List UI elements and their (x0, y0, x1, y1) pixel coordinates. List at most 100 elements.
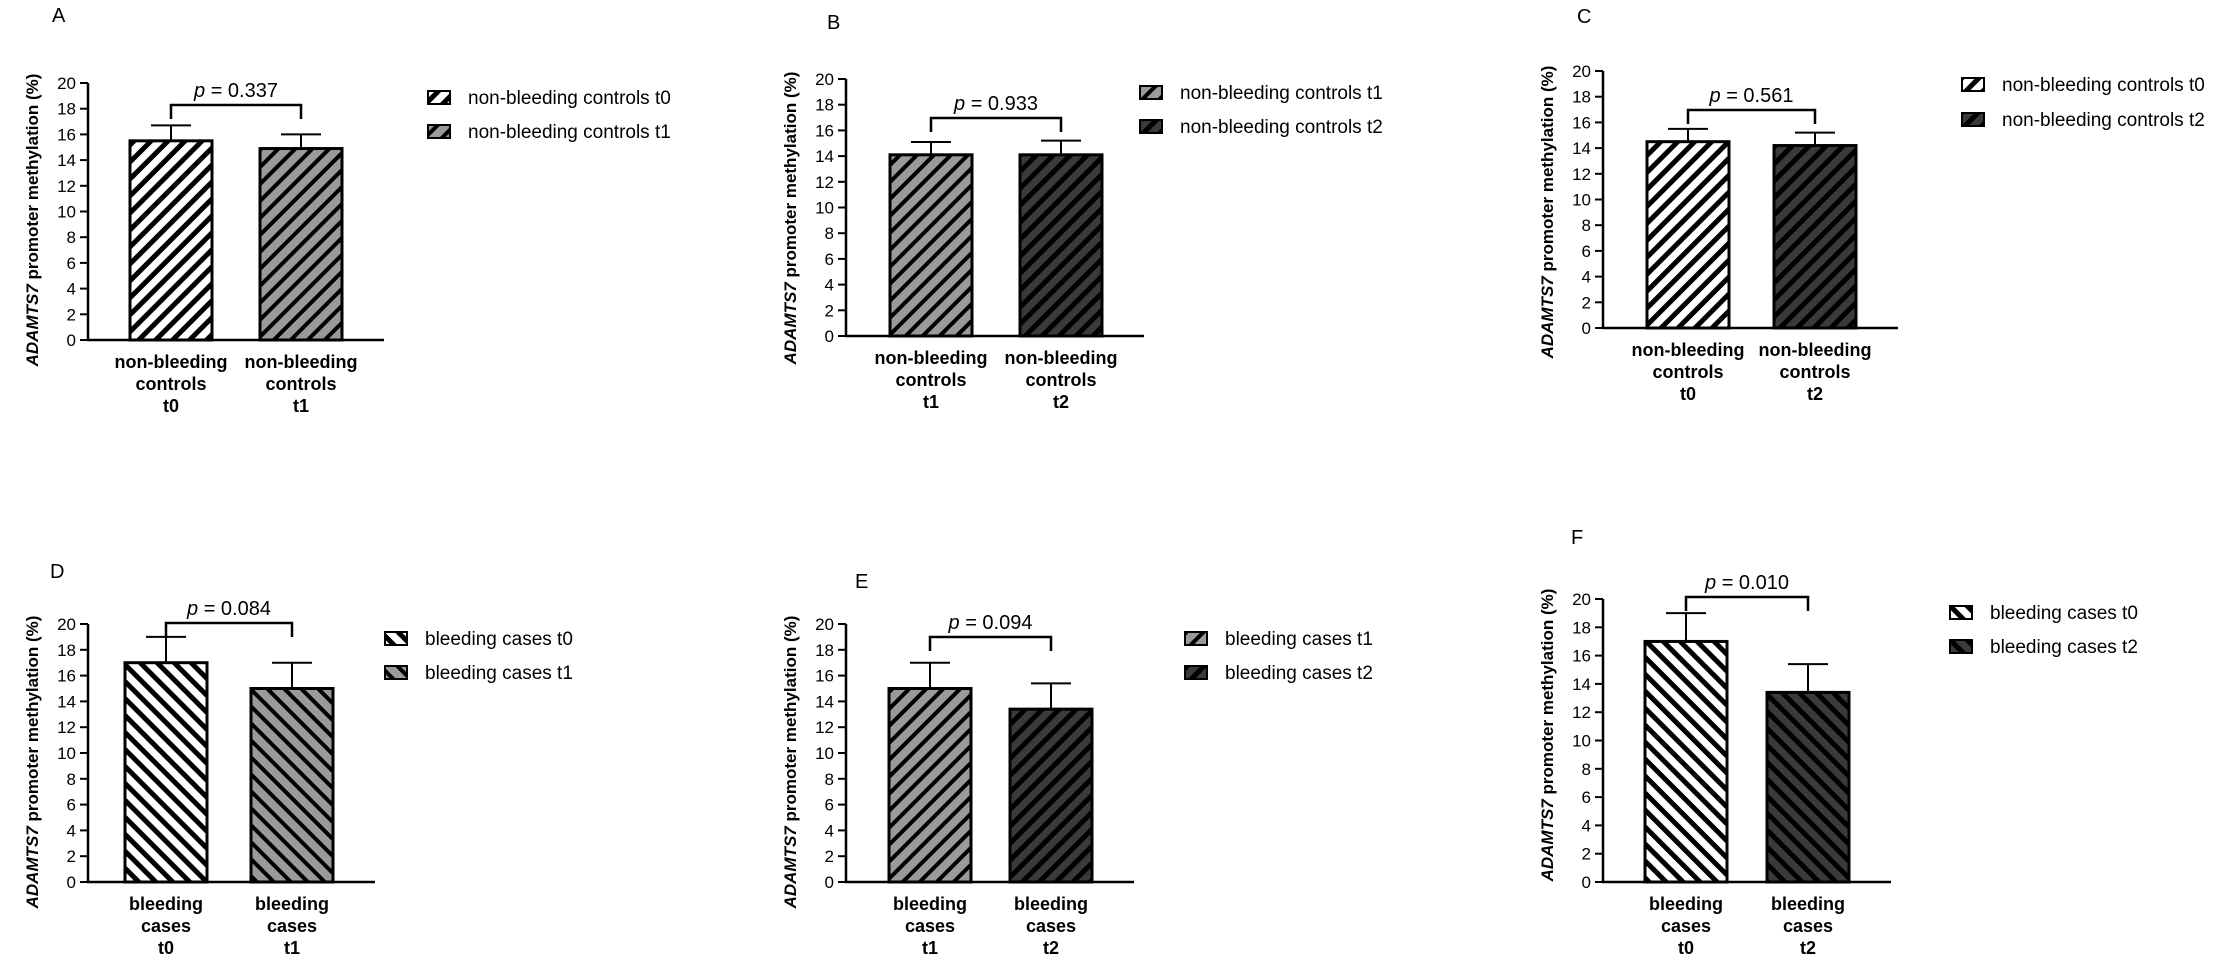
legend-swatch (384, 665, 408, 680)
y-tick-label: 20 (57, 615, 76, 634)
y-tick-label: 4 (825, 276, 834, 295)
panel-c: C 0 2 4 6 8 10 12 14 16 18 20 ADAMTS7 promoter methy… (1538, 6, 2205, 404)
p-value-label: p = 0.561 (1709, 85, 1794, 107)
category-label: non-bleeding controls t1 (245, 352, 358, 416)
y-tick-label: 2 (1582, 845, 1591, 864)
y-tick-label: 8 (825, 770, 834, 789)
significance-bracket (928, 635, 1053, 651)
y-tick-label: 16 (815, 121, 834, 140)
legend-swatch (384, 631, 408, 646)
bar-1 (887, 687, 973, 884)
y-tick-label: 14 (57, 151, 76, 170)
y-tick-label: 6 (67, 254, 76, 273)
y-tick-label: 0 (1582, 873, 1591, 892)
legend-swatch (1184, 665, 1208, 680)
y-tick-label: 0 (67, 873, 76, 892)
y-tick-label: 0 (67, 331, 76, 350)
panel-letter: E (855, 571, 868, 593)
legend-swatch (1949, 605, 1973, 620)
legend-swatch (1961, 112, 1985, 127)
y-axis-gene: ADAMTS7 (23, 825, 42, 910)
y-tick-label: 6 (825, 250, 834, 269)
y-tick-label: 8 (825, 224, 834, 243)
category-label: non-bleeding controls t0 (1632, 340, 1745, 404)
y-tick-label: 14 (1572, 675, 1591, 694)
y-tick-label: 10 (1572, 191, 1591, 210)
y-tick-label: 4 (67, 280, 76, 299)
y-tick-label: 10 (815, 744, 834, 763)
y-axis-title: ADAMTS7 promoter methylation (%) (23, 74, 42, 368)
y-axis-gene: ADAMTS7 (781, 281, 800, 366)
panel-letter: C (1577, 6, 1591, 28)
y-tick-label: 10 (815, 199, 834, 218)
significance-bracket (164, 621, 294, 637)
significance-bracket (169, 103, 303, 119)
y-tick-label: 10 (1572, 732, 1591, 751)
bar-1 (128, 139, 214, 342)
y-tick-label: 14 (815, 692, 834, 711)
y-axis-gene: ADAMTS7 (1538, 275, 1557, 360)
y-tick-label: 4 (825, 821, 834, 840)
y-tick-label: 20 (815, 70, 834, 89)
p-value-label: p = 0.084 (186, 598, 271, 620)
legend-swatch (1949, 639, 1973, 654)
category-label: bleeding cases t2 (1771, 894, 1845, 958)
y-tick-label: 18 (1572, 618, 1591, 637)
y-axis-unit: promoter methylation (%) (781, 72, 800, 283)
y-axis-unit: promoter methylation (%) (23, 74, 42, 285)
y-axis-title: ADAMTS7 promoter methylation (%) (781, 616, 800, 910)
y-tick-label: 0 (1582, 319, 1591, 338)
y-axis-unit: promoter methylation (%) (1538, 66, 1557, 277)
panel-b: B 0 2 4 6 8 10 12 14 16 18 20 ADAMTS7 promoter methy… (781, 12, 1383, 412)
legend-label: bleeding cases t0 (1990, 603, 2138, 624)
category-label: non-bleeding controls t2 (1759, 340, 1872, 404)
y-axis-gene: ADAMTS7 (781, 825, 800, 910)
legend-label: non-bleeding controls t1 (1180, 83, 1383, 104)
y-tick-label: 2 (1582, 293, 1591, 312)
p-value-label: p = 0.010 (1704, 572, 1789, 594)
y-tick-label: 2 (67, 305, 76, 324)
legend-label: non-bleeding controls t0 (2002, 75, 2205, 96)
bar-2 (258, 147, 344, 342)
panel-d: D 0 2 4 6 8 10 12 14 16 18 20 ADAMTS7 promoter methy… (23, 561, 573, 958)
bar-1 (1645, 140, 1731, 330)
legend-label: non-bleeding controls t2 (2002, 110, 2205, 131)
y-tick-label: 16 (1572, 647, 1591, 666)
y-tick-label: 10 (57, 203, 76, 222)
y-tick-label: 20 (815, 615, 834, 634)
y-tick-label: 20 (1572, 590, 1591, 609)
y-tick-label: 12 (57, 718, 76, 737)
legend-label: non-bleeding controls t1 (468, 122, 671, 143)
y-tick-label: 18 (815, 96, 834, 115)
category-label: non-bleeding controls t1 (875, 348, 988, 412)
legend-label: bleeding cases t1 (425, 663, 573, 684)
legend-label: bleeding cases t2 (1225, 663, 1373, 684)
y-tick-label: 4 (1582, 816, 1591, 835)
y-axis-unit: promoter methylation (%) (23, 616, 42, 827)
panel-f: F 0 2 4 6 8 10 12 14 16 18 20 ADAMTS7 promoter methy… (1538, 527, 2138, 958)
y-axis-title: ADAMTS7 promoter methylation (%) (1538, 589, 1557, 883)
bar-1 (888, 153, 974, 338)
y-tick-label: 8 (67, 770, 76, 789)
y-axis-unit: promoter methylation (%) (781, 616, 800, 827)
legend-label: non-bleeding controls t2 (1180, 117, 1383, 138)
y-tick-label: 16 (815, 667, 834, 686)
category-label: bleeding cases t1 (255, 894, 329, 958)
bar-1 (1643, 639, 1729, 884)
y-tick-label: 12 (1572, 165, 1591, 184)
panel-letter: B (827, 12, 840, 34)
legend-swatch (1961, 77, 1985, 92)
y-tick-label: 0 (825, 327, 834, 346)
category-label: bleeding cases t0 (129, 894, 203, 958)
y-tick-label: 16 (57, 667, 76, 686)
panel-letter: A (52, 5, 66, 27)
y-tick-label: 0 (825, 873, 834, 892)
y-tick-label: 20 (57, 74, 76, 93)
panel-e: E 0 2 4 6 8 10 12 14 16 18 20 ADAMTS7 promoter methy… (781, 571, 1373, 958)
y-tick-label: 6 (1582, 242, 1591, 261)
y-axis-title: ADAMTS7 promoter methylation (%) (23, 616, 42, 910)
y-axis-unit: promoter methylation (%) (1538, 589, 1557, 800)
legend-label: bleeding cases t0 (425, 629, 573, 650)
legend-label: non-bleeding controls t0 (468, 88, 671, 109)
